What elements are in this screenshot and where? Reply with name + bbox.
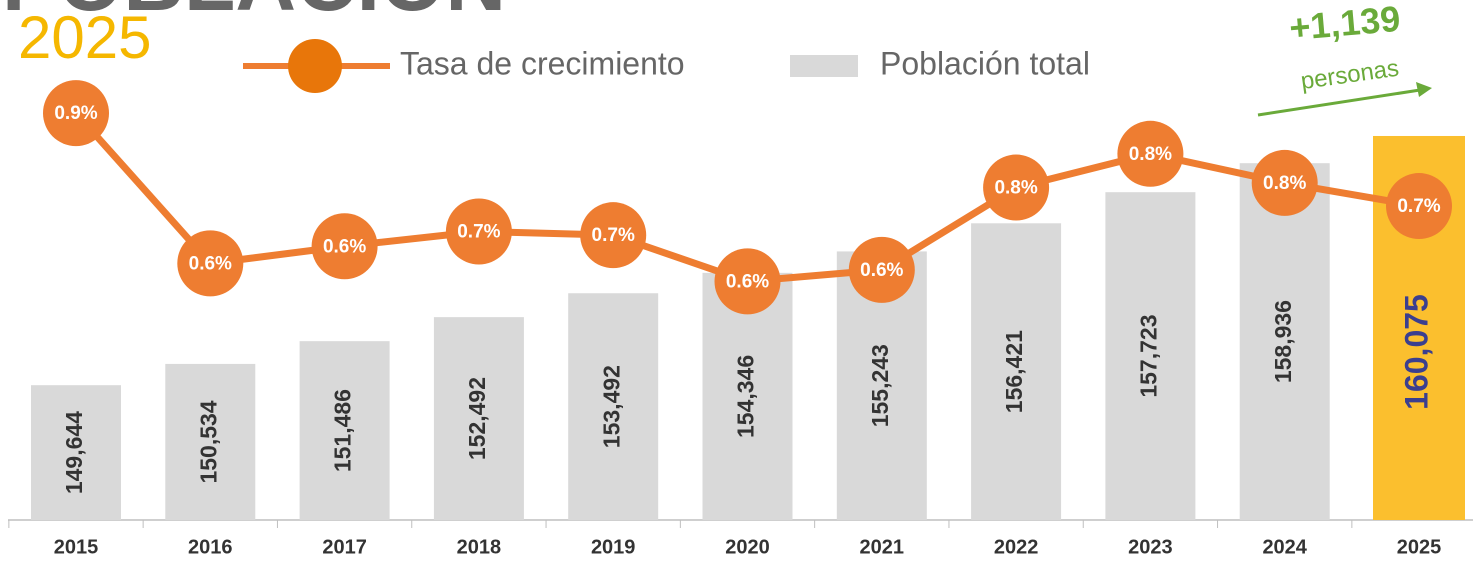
bar: [1239, 163, 1330, 520]
line-value-label: 0.6%: [323, 236, 366, 257]
bar: [299, 341, 390, 520]
x-tick-label: 2023: [1128, 536, 1173, 558]
bar: [165, 363, 256, 520]
x-tick-label: 2024: [1262, 536, 1307, 558]
legend-label: Población total: [880, 45, 1090, 81]
bar: [433, 317, 524, 520]
bar-value-label: 157,723: [1135, 315, 1161, 398]
legend-swatch: [790, 55, 858, 77]
line-value-label: 0.6%: [189, 253, 232, 274]
line-marker: [177, 230, 244, 297]
bar: [971, 223, 1062, 520]
annotation-arrow: [1257, 88, 1421, 117]
line-marker: [311, 213, 378, 280]
bar-value-label: 149,644: [61, 411, 87, 494]
line-marker: [1117, 120, 1184, 187]
line-marker: [580, 202, 647, 269]
line-marker: [983, 154, 1050, 221]
bar: [568, 293, 659, 520]
line-value-label: 0.7%: [1397, 196, 1440, 217]
line-marker: [1386, 173, 1452, 240]
line-marker: [445, 198, 512, 265]
bar: [1105, 192, 1196, 520]
bar-value-label: 151,486: [330, 389, 356, 472]
bar-value-label: 153,492: [598, 365, 624, 448]
bar-value-label: 155,243: [867, 344, 893, 427]
annotation: personas: [1299, 55, 1401, 95]
x-tick-label: 2022: [994, 536, 1039, 558]
x-tick-label: 2018: [457, 536, 502, 558]
legend-marker: [288, 39, 342, 93]
x-tick-label: 2015: [54, 536, 99, 558]
x-tick-label: 2019: [591, 536, 636, 558]
line-marker: [714, 248, 781, 315]
line-marker: [43, 80, 109, 147]
line-value-label: 0.7%: [592, 225, 635, 246]
line-value-label: 0.8%: [994, 178, 1037, 199]
line-value-label: 0.9%: [54, 103, 97, 124]
chart-subtitle: 2025: [18, 4, 151, 71]
bar-value-label: 150,534: [195, 400, 221, 483]
bar-value-label: 154,346: [733, 355, 759, 438]
annotation-arrowhead: [1416, 82, 1432, 97]
x-tick-label: 2016: [188, 536, 233, 558]
x-tick-label: 2017: [322, 536, 367, 558]
x-tick-label: 2021: [860, 536, 905, 558]
bar-value-label: 158,936: [1270, 300, 1296, 383]
line-marker: [848, 236, 915, 303]
legend-label: Tasa de crecimiento: [400, 45, 685, 81]
x-tick-label: 2025: [1397, 536, 1442, 558]
bar: [31, 385, 121, 520]
annotation: +1,139: [1288, 0, 1402, 48]
line-value-label: 0.6%: [726, 271, 769, 292]
line-value-label: 0.8%: [1263, 173, 1306, 194]
line-value-label: 0.8%: [1129, 144, 1172, 165]
line-value-label: 0.6%: [860, 260, 903, 281]
line-marker: [1251, 149, 1318, 216]
chart-title: POBLACIÓN: [2, 0, 506, 28]
bar-value-label: 156,421: [1001, 330, 1027, 413]
line-value-label: 0.7%: [457, 221, 500, 242]
x-tick-label: 2020: [725, 536, 770, 558]
bar-value-label: 160,075: [1398, 294, 1434, 410]
bar-value-label: 152,492: [464, 377, 490, 460]
